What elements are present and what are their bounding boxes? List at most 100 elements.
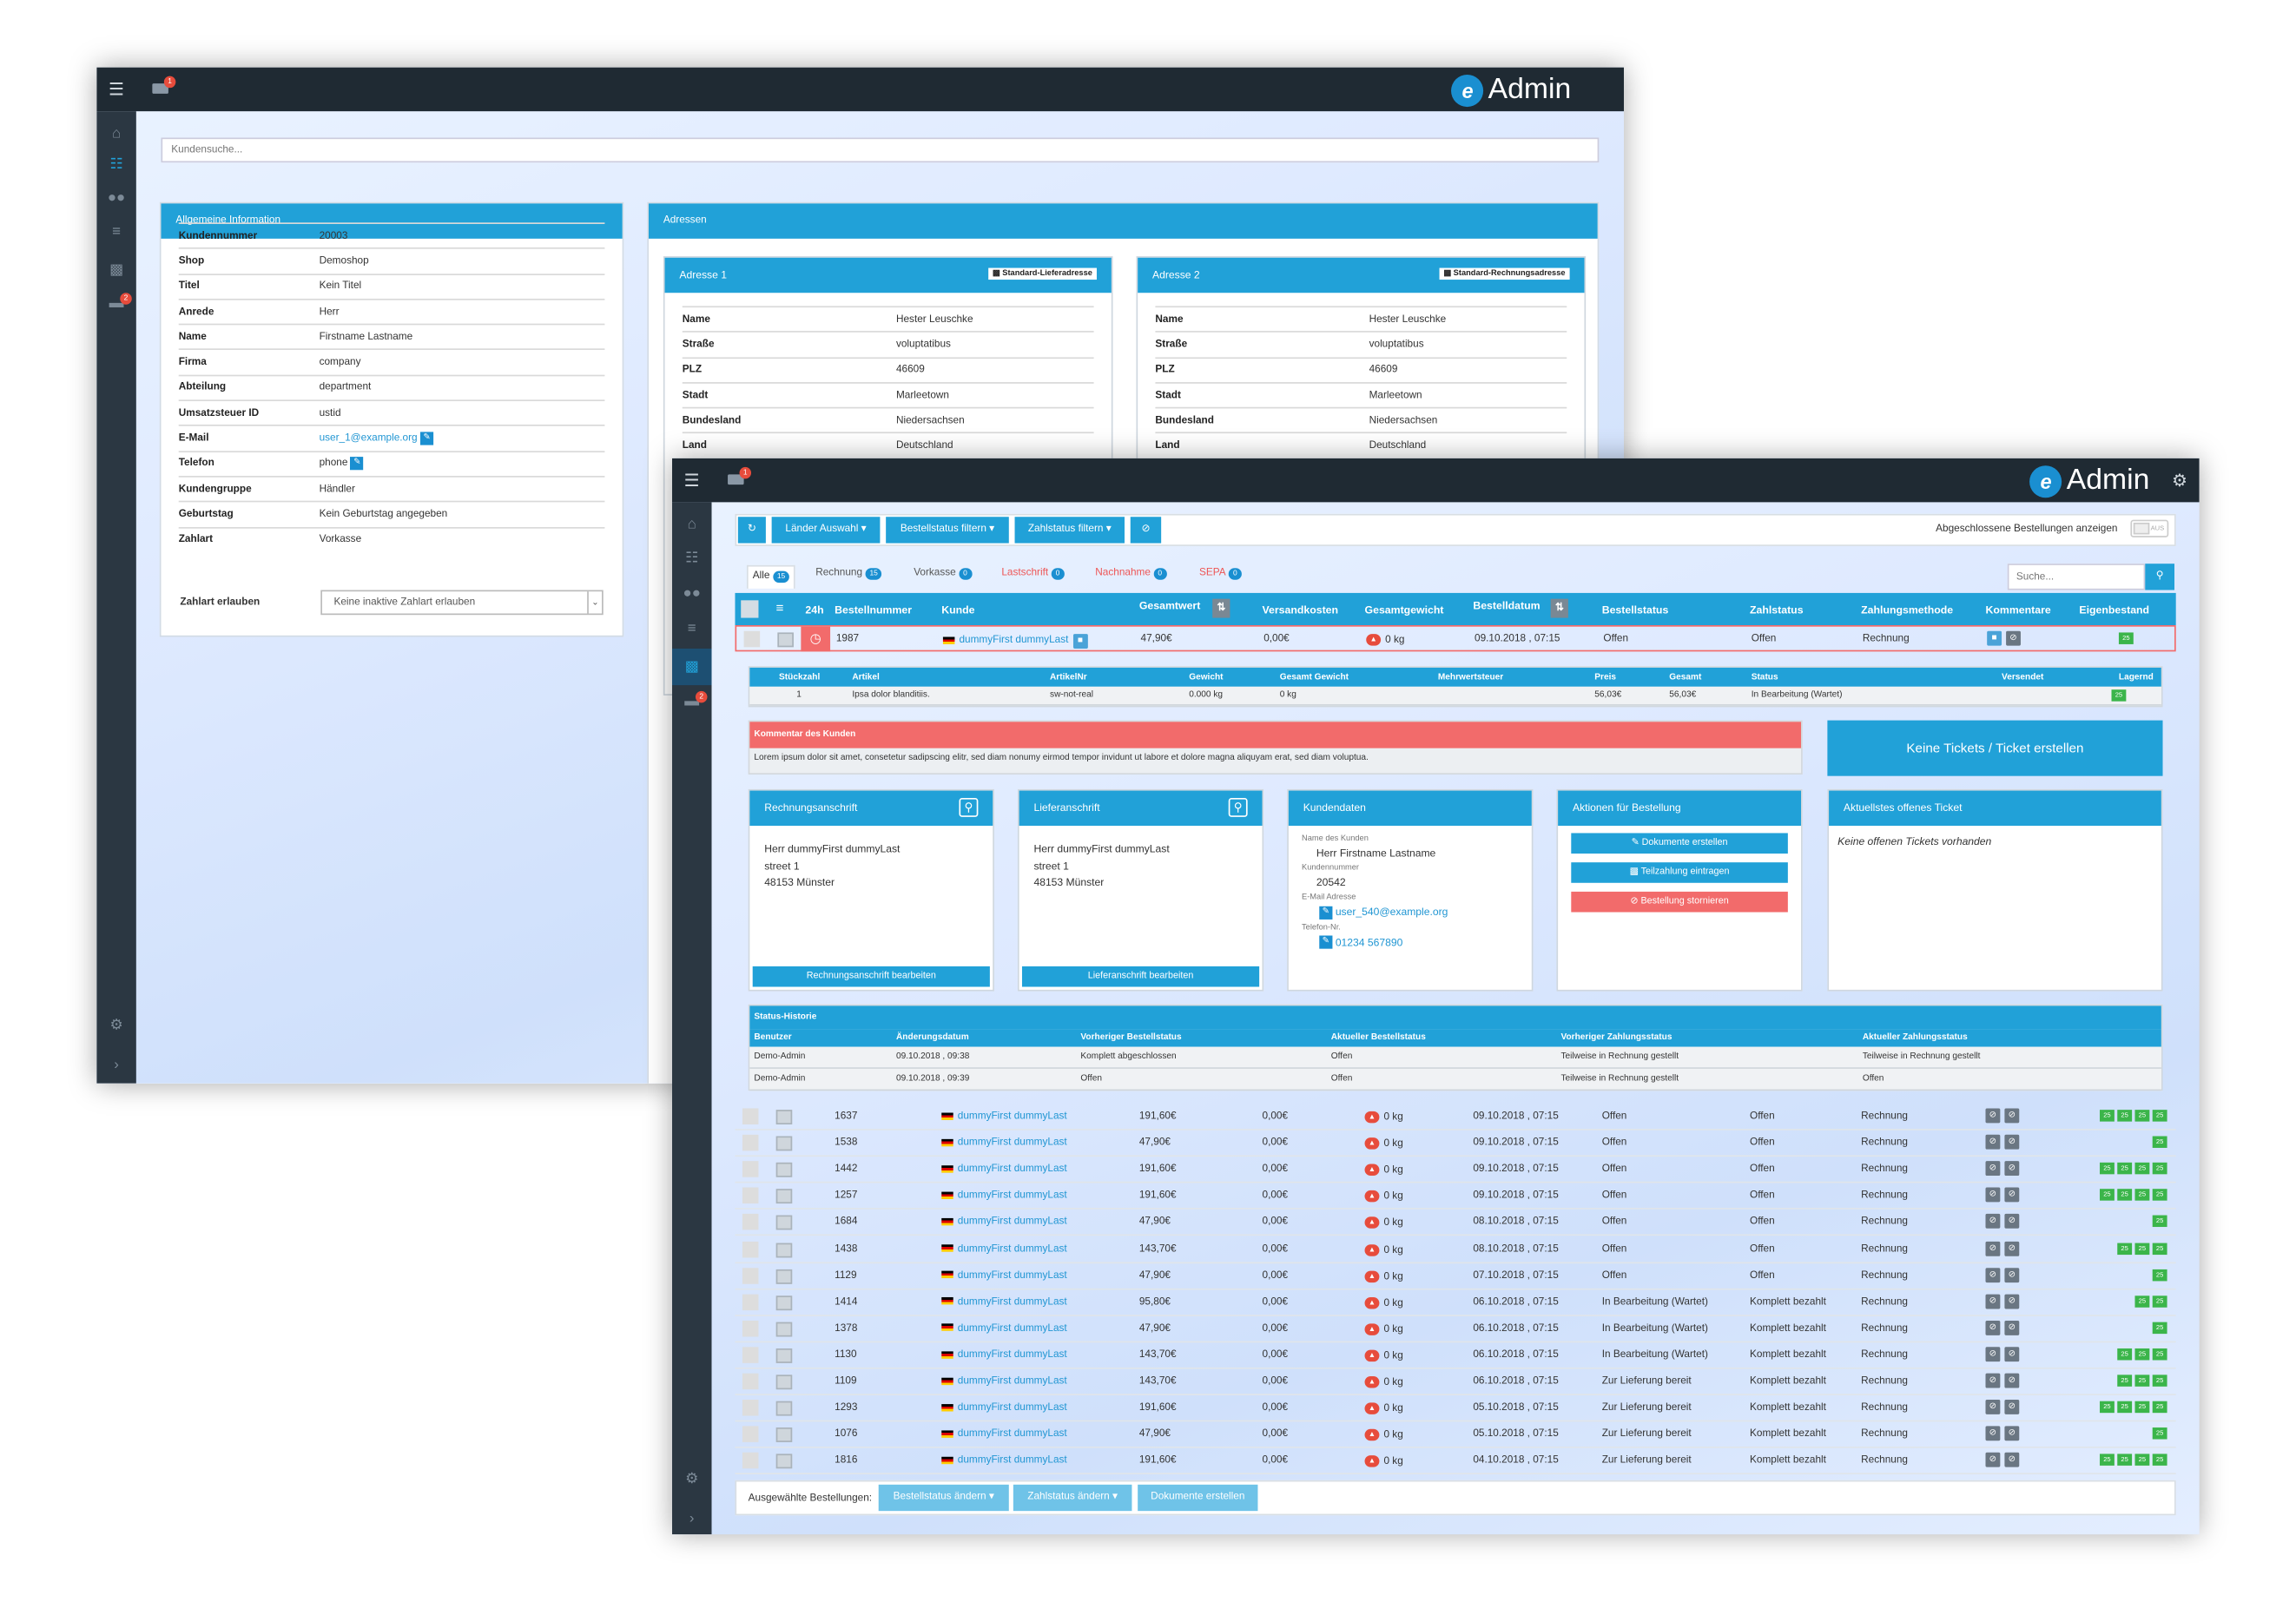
customer-link[interactable]: dummyFirst dummyLast xyxy=(941,1111,1067,1122)
clock-icon[interactable]: ◷ xyxy=(801,626,831,652)
column-header[interactable]: Zahlungsmethode xyxy=(1861,603,1954,616)
app-logo[interactable]: e Admin xyxy=(1451,73,1571,107)
comment-icons[interactable]: ⊘ ⊘ xyxy=(1985,1241,2023,1256)
row-checkbox[interactable] xyxy=(742,1214,759,1231)
ban-icon[interactable]: ⊘ xyxy=(1985,1320,2001,1335)
column-header[interactable]: 24h xyxy=(805,603,824,616)
ban-icon[interactable]: ⊘ xyxy=(1985,1373,2001,1388)
comment-icon[interactable]: ■ xyxy=(1072,634,1088,649)
order-search-input[interactable] xyxy=(2007,564,2146,590)
order-number[interactable]: 1637 xyxy=(835,1111,858,1122)
column-menu-icon[interactable]: ≡ xyxy=(775,600,784,616)
column-header[interactable]: Versandkosten xyxy=(1262,603,1339,616)
row-checkbox[interactable] xyxy=(742,1453,759,1469)
column-header[interactable]: Kunde xyxy=(941,603,975,616)
table-row-expanded[interactable]: ◷ 1987 dummyFirst dummyLast ■ 47,90€ 0,00… xyxy=(735,625,2176,652)
ban-icon[interactable]: ⊘ xyxy=(2004,1214,2020,1230)
row-checkbox[interactable] xyxy=(742,1108,759,1125)
ban-icon[interactable]: ⊘ xyxy=(2004,1400,2020,1415)
comment-icons[interactable]: ⊘ ⊘ xyxy=(1985,1373,2023,1388)
order-number[interactable]: 1414 xyxy=(835,1296,858,1308)
ban-icon[interactable]: ⊘ xyxy=(1985,1108,2001,1124)
row-checkbox[interactable] xyxy=(742,1347,759,1363)
show-closed-toggle[interactable]: AUS xyxy=(2130,519,2169,537)
row-checkbox[interactable] xyxy=(742,1426,759,1443)
table-row[interactable]: 1684 dummyFirst dummyLast 47,90€ 0,00€ ▲ 0 kg… xyxy=(735,1210,2176,1236)
customer-link[interactable]: dummyFirst dummyLast xyxy=(941,1349,1067,1360)
pay-status-filter-button[interactable]: Zahlstatus filtern ▾ xyxy=(1014,517,1125,544)
ban-icon[interactable]: ⊘ xyxy=(2004,1241,2020,1256)
row-list-icon[interactable] xyxy=(775,1348,793,1363)
row-list-icon[interactable] xyxy=(775,1242,793,1257)
ban-icon[interactable]: ⊘ xyxy=(1985,1347,2001,1361)
order-number[interactable]: 1293 xyxy=(835,1402,858,1414)
bulk-documents-button[interactable]: Dokumente erstellen xyxy=(1138,1484,1258,1512)
row-checkbox[interactable] xyxy=(742,1134,759,1151)
item-artnr[interactable]: sw-not-real xyxy=(1050,690,1094,701)
table-row[interactable]: 1129 dummyFirst dummyLast 47,90€ 0,00€ ▲ 0 kg… xyxy=(735,1263,2176,1289)
table-row[interactable]: 1257 dummyFirst dummyLast 191,60€ 0,00€ ▲ 0 k… xyxy=(735,1183,2176,1210)
ban-icon[interactable]: ⊘ xyxy=(2004,1108,2020,1124)
expand-icon-2[interactable]: › xyxy=(689,1511,695,1527)
comment-icons[interactable]: ⊘ ⊘ xyxy=(1985,1453,2023,1468)
row-checkbox[interactable] xyxy=(742,1161,759,1178)
row-checkbox[interactable] xyxy=(742,1373,759,1390)
comment-icons[interactable]: ⊘ ⊘ xyxy=(1985,1134,2023,1150)
map-pin-icon[interactable]: ⚲ xyxy=(959,797,979,817)
tab-lastschrift[interactable]: Lastschrift 0 xyxy=(1001,568,1065,580)
sidebar-active-orders[interactable] xyxy=(671,648,712,686)
order-number[interactable]: 1684 xyxy=(835,1216,858,1228)
table-row[interactable]: 1378 dummyFirst dummyLast 47,90€ 0,00€ ▲ 0 kg… xyxy=(735,1316,2176,1342)
menu-icon[interactable]: ☰ xyxy=(108,78,125,99)
customer-link[interactable]: dummyFirst dummyLast xyxy=(941,1403,1067,1413)
customer-link[interactable]: dummyFirst dummyLast xyxy=(941,1137,1067,1148)
row-list-icon[interactable] xyxy=(775,1295,793,1310)
home-icon-2[interactable]: ⌂ xyxy=(687,517,696,533)
ban-icon[interactable]: ⊘ xyxy=(2004,1134,2020,1150)
edit-icon[interactable]: ✎ xyxy=(419,432,434,445)
comment-icons[interactable]: ⊘ ⊘ xyxy=(1985,1188,2023,1203)
row-checkbox[interactable] xyxy=(742,1294,759,1310)
ban-icon[interactable]: ⊘ xyxy=(1985,1188,2001,1203)
customer-link[interactable]: dummyFirst dummyLast xyxy=(941,1190,1067,1201)
users-icon-2[interactable]: ●● xyxy=(683,585,701,603)
table-row[interactable]: 1816 dummyFirst dummyLast 191,60€ 0,00€ ▲ 0 k… xyxy=(735,1448,2176,1475)
column-header[interactable]: Bestellnummer xyxy=(835,603,913,616)
row-list-icon[interactable] xyxy=(775,1110,793,1125)
order-status-filter-button[interactable]: Bestellstatus filtern ▾ xyxy=(886,517,1009,544)
ban-icon[interactable]: ⊘ xyxy=(1985,1134,2001,1150)
customer-link[interactable]: dummyFirst dummyLast xyxy=(941,1270,1067,1281)
edit-phone-icon[interactable]: ✎ xyxy=(1319,935,1333,949)
order-number[interactable]: 1257 xyxy=(835,1190,858,1202)
ban-icon[interactable]: ⊘ xyxy=(2004,1373,2020,1388)
comment-icons[interactable]: ⊘ ⊘ xyxy=(1985,1347,2023,1361)
archive-icon-2[interactable]: ▩ xyxy=(684,658,699,676)
comment-icons[interactable]: ⊘ ⊘ xyxy=(1985,1214,2023,1230)
row-list-icon[interactable] xyxy=(775,1163,793,1178)
table-row[interactable]: 1538 dummyFirst dummyLast 47,90€ 0,00€ ▲ 0 kg… xyxy=(735,1131,2176,1157)
ban-icon[interactable]: ⊘ xyxy=(2004,1320,2020,1335)
bulk-pay-status-button[interactable]: Zahlstatus ändern ▾ xyxy=(1013,1484,1132,1512)
ban-icon[interactable]: ⊘ xyxy=(1985,1453,2001,1468)
comment-icons[interactable]: ⊘ ⊘ xyxy=(1985,1108,2023,1124)
column-header[interactable]: Bestellstatus xyxy=(1601,603,1669,616)
ban-icon[interactable]: ⊘ xyxy=(1985,1267,2001,1282)
row-list-icon[interactable] xyxy=(775,1427,793,1443)
tab-sepa[interactable]: SEPA 0 xyxy=(1199,568,1242,580)
ban-icon[interactable]: ⊘ xyxy=(1985,1400,2001,1415)
customer-link[interactable]: dummyFirst dummyLast xyxy=(941,1323,1067,1334)
reset-filter-button[interactable]: ⊘ xyxy=(1130,517,1162,544)
row-list-icon[interactable] xyxy=(775,1322,793,1337)
comment-icons[interactable]: ⊘ ⊘ xyxy=(1985,1426,2023,1441)
comment-icons[interactable]: ⊘ ⊘ xyxy=(1985,1294,2023,1309)
table-row[interactable]: 1076 dummyFirst dummyLast 47,90€ 0,00€ ▲ 0 kg… xyxy=(735,1422,2176,1448)
search-button[interactable]: ⚲ xyxy=(2145,564,2175,590)
archive-icon[interactable]: ▩ xyxy=(109,261,124,279)
tab-alle[interactable]: Alle 15 xyxy=(746,564,796,589)
tab-nachnahme[interactable]: Nachnahme 0 xyxy=(1095,568,1167,580)
ban-icon[interactable]: ⊘ xyxy=(2004,1188,2020,1203)
partial-payment-button[interactable]: ▩ Teilzahlung eintragen xyxy=(1571,862,1788,883)
table-row[interactable]: 1414 dummyFirst dummyLast 95,80€ 0,00€ ▲ 0 kg… xyxy=(735,1289,2176,1316)
row-list-icon[interactable] xyxy=(775,1401,793,1416)
row-list-icon[interactable] xyxy=(775,1375,793,1390)
